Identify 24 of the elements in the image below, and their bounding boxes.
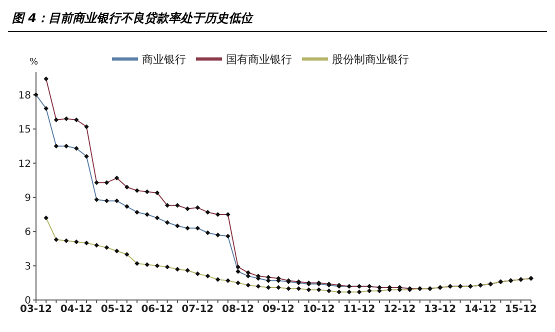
- x-tick-label: 11-12: [343, 304, 376, 316]
- x-tick-label: 13-12: [424, 304, 456, 316]
- x-tick-label: 03-12: [20, 304, 52, 316]
- x-tick-label: 08-12: [222, 304, 254, 316]
- y-axis-title: %: [29, 57, 38, 68]
- x-tick-label: 12-12: [384, 304, 416, 316]
- y-tick-label: 6: [24, 227, 31, 238]
- chart-title: 图 4：目前商业银行不良贷款率处于历史低位: [8, 8, 547, 32]
- x-tick-label: 10-12: [302, 304, 335, 316]
- x-tick-label: 15-12: [504, 304, 537, 316]
- y-tick-label: 15: [18, 124, 31, 136]
- y-tick-label: 18: [18, 90, 31, 102]
- y-tick-label: 12: [18, 158, 31, 170]
- x-tick-label: 05-12: [100, 304, 133, 316]
- y-tick-label: 3: [24, 261, 31, 272]
- x-tick-label: 09-12: [262, 304, 294, 316]
- legend-label: 股份制商业银行: [332, 53, 409, 66]
- x-tick-label: 14-12: [464, 304, 497, 316]
- x-tick-label: 07-12: [182, 304, 214, 316]
- x-tick-label: 04-12: [60, 304, 92, 316]
- y-tick-label: 9: [24, 192, 31, 204]
- legend-label: 商业银行: [142, 53, 186, 66]
- legend-label: 国有商业银行: [226, 53, 292, 66]
- x-tick-label: 06-12: [141, 304, 174, 316]
